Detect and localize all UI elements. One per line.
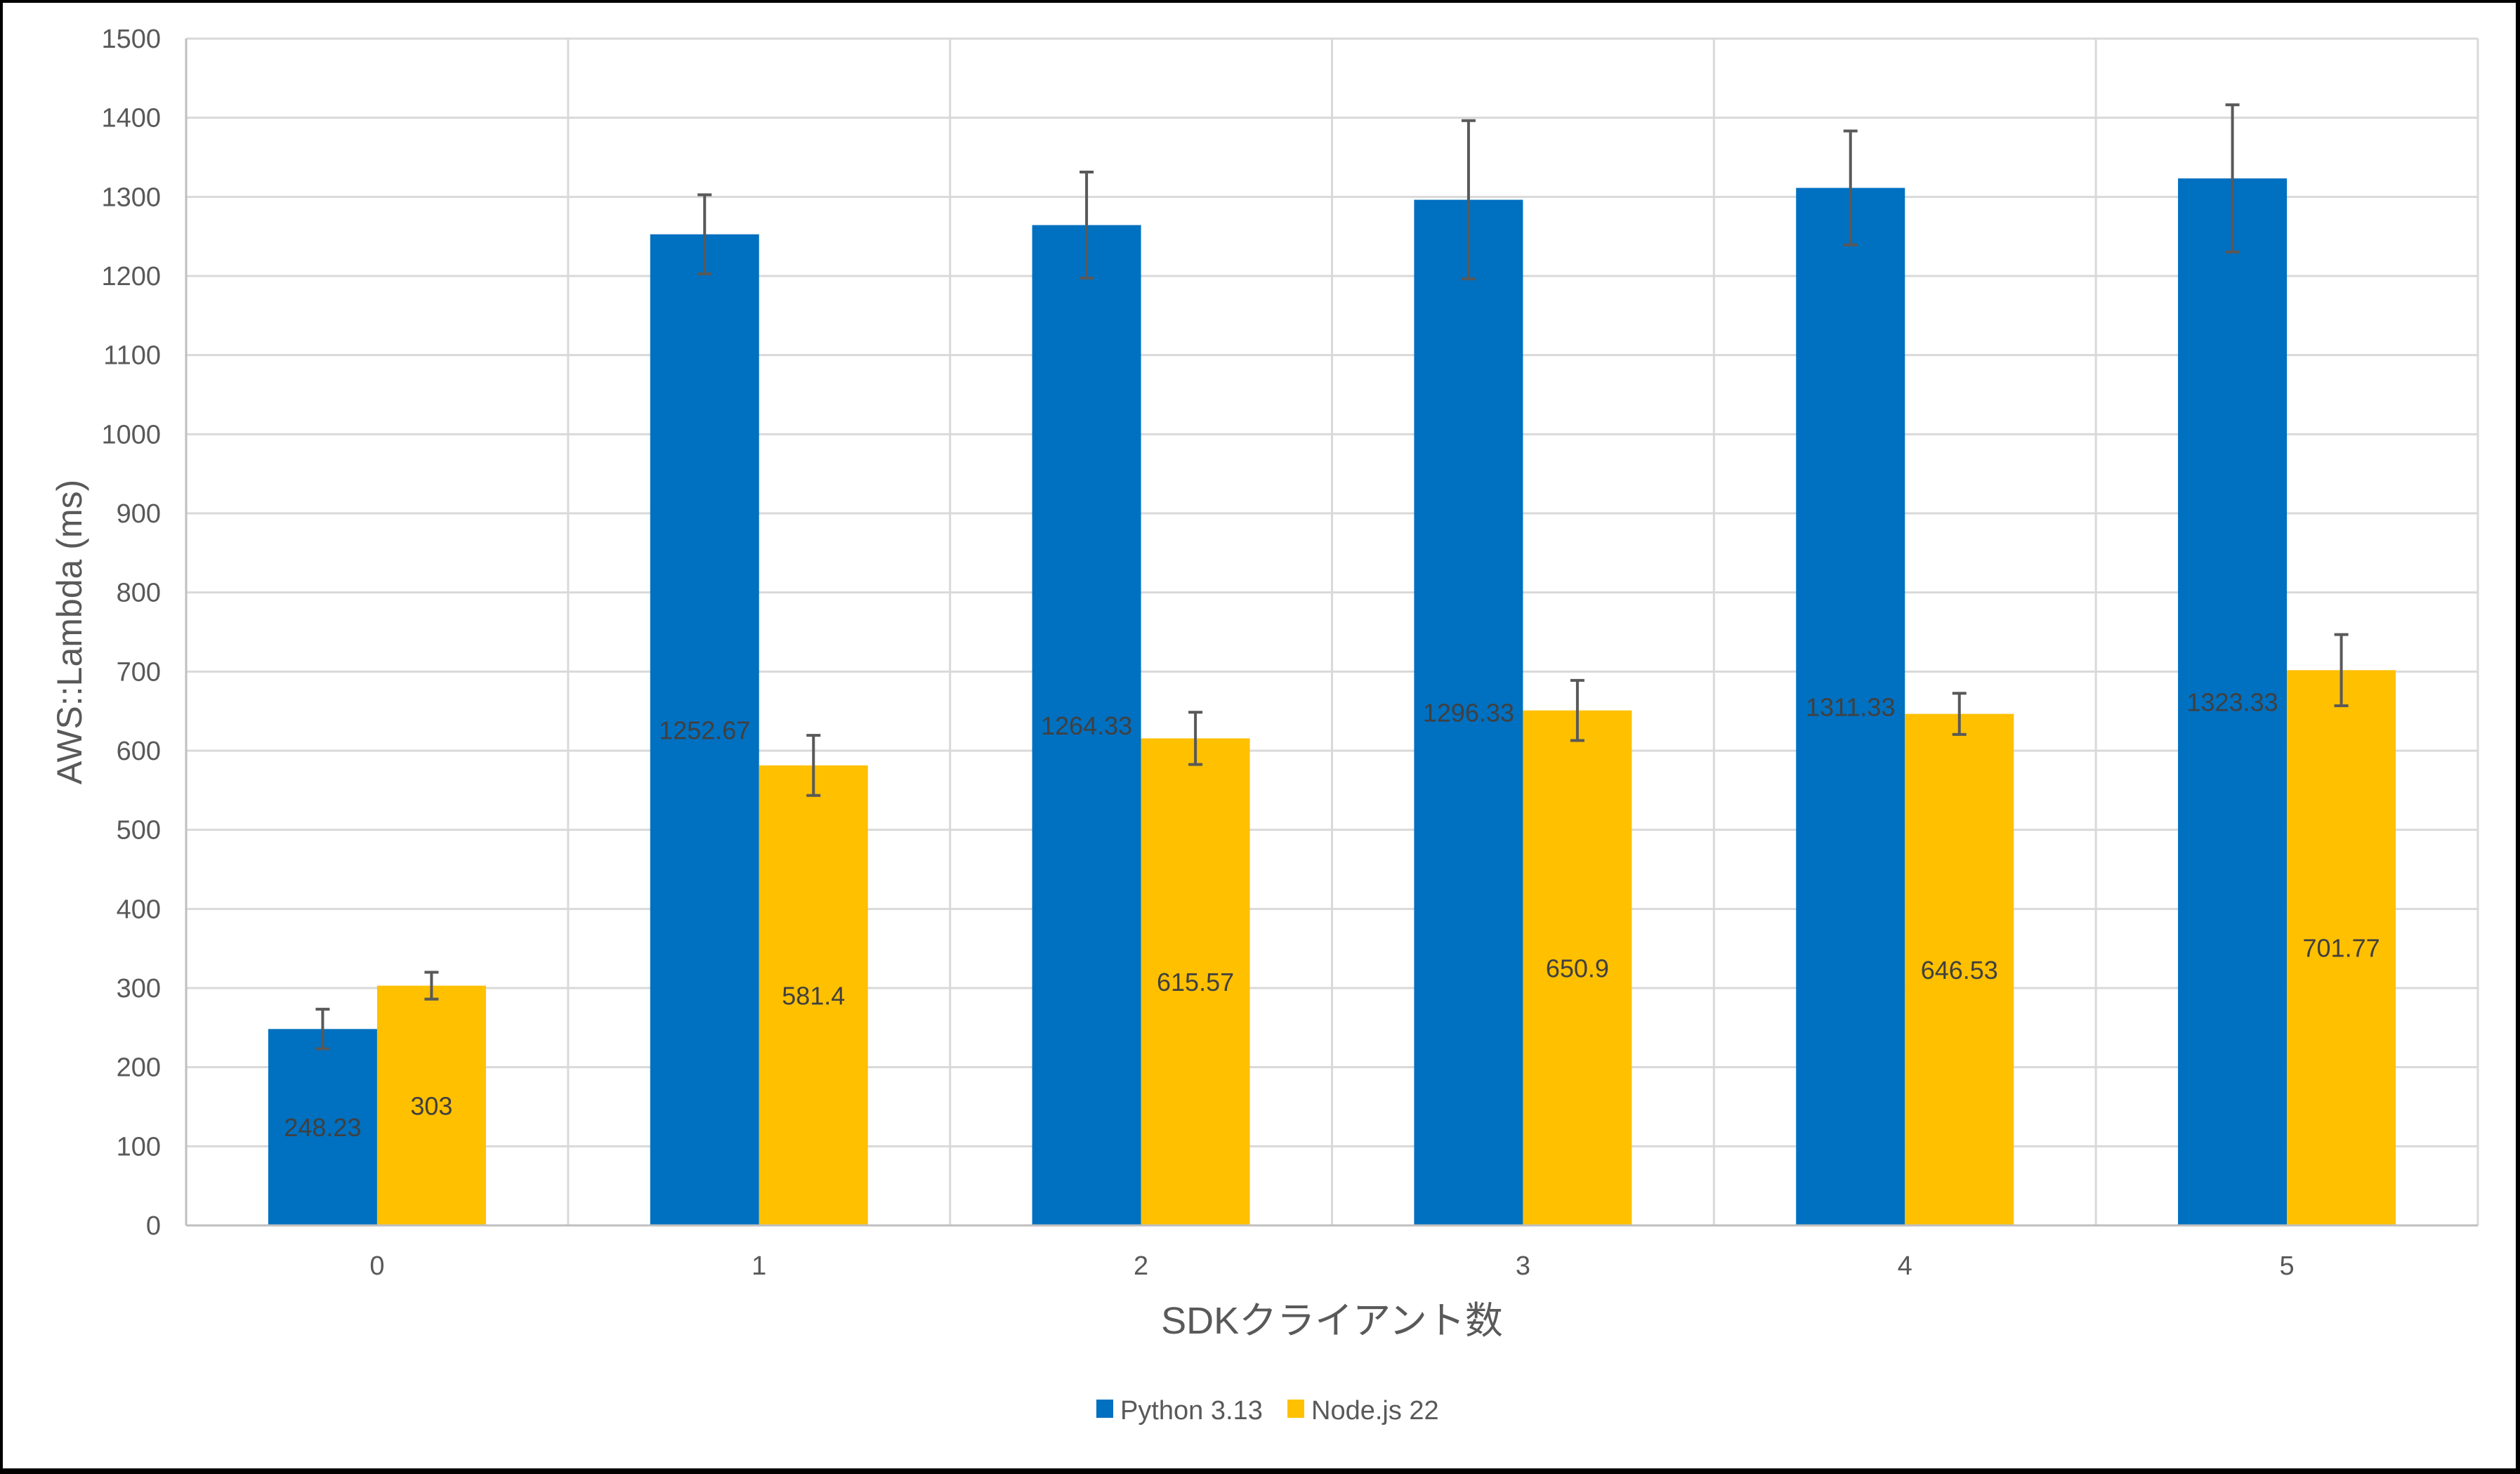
y-tick-label: 800	[117, 579, 161, 608]
data-label: 646.53	[1921, 956, 1998, 985]
x-axis-title: SDKクライアント数	[1161, 1300, 1503, 1342]
y-tick-label: 1500	[101, 25, 161, 54]
legend-swatch-nodejs	[1287, 1400, 1304, 1418]
y-tick-label: 400	[117, 895, 161, 924]
x-tick-label: 1	[752, 1251, 766, 1281]
data-label: 1311.33	[1806, 692, 1895, 721]
bar-nodejs	[2287, 670, 2396, 1225]
bar-python	[1032, 225, 1141, 1226]
y-axis-title: AWS::Lambda (ms)	[50, 480, 89, 784]
data-label: 581.4	[782, 981, 845, 1010]
bar-nodejs	[376, 985, 486, 1225]
y-tick-label: 0	[146, 1211, 161, 1241]
bar-python	[1796, 187, 1905, 1225]
bar-nodejs	[1905, 713, 2014, 1225]
y-tick-label: 1300	[101, 183, 161, 212]
bar-chart: 0 100 200 300 400 500 600 700 800 900 1000 1100 1200…	[50, 25, 2479, 1426]
bar-python	[268, 1029, 377, 1225]
y-tick-label: 1100	[103, 341, 161, 371]
x-tick-label: 0	[369, 1251, 384, 1281]
y-tick-label: 600	[117, 737, 161, 766]
y-tick-label: 1400	[101, 104, 161, 133]
y-tick-label: 300	[117, 974, 161, 1003]
data-label: 1323.33	[2187, 688, 2278, 717]
data-label: 303	[410, 1091, 452, 1120]
bar-nodejs	[1523, 710, 1632, 1225]
bar-python	[2178, 178, 2288, 1225]
x-tick-label: 3	[1516, 1251, 1530, 1281]
data-label: 1296.33	[1423, 699, 1514, 728]
y-tick-label: 1200	[101, 262, 161, 291]
y-tick-label: 200	[117, 1053, 161, 1083]
legend-label: Node.js 22	[1311, 1396, 1439, 1426]
bar-python	[1414, 199, 1523, 1225]
x-tick-label: 5	[2280, 1251, 2295, 1281]
data-label: 650.9	[1546, 954, 1609, 982]
data-label: 701.77	[2303, 934, 2380, 963]
data-label: 1252.67	[659, 716, 750, 744]
y-tick-label: 1000	[101, 420, 161, 449]
y-tick-label: 100	[117, 1132, 161, 1162]
bar-nodejs	[1141, 738, 1250, 1225]
data-label: 615.57	[1157, 968, 1234, 996]
data-label: 1264.33	[1041, 711, 1132, 740]
y-tick-label: 500	[117, 816, 161, 845]
bar-nodejs	[759, 765, 868, 1225]
bar-python	[650, 234, 759, 1226]
x-tick-label: 2	[1134, 1251, 1148, 1281]
data-label: 248.23	[284, 1113, 361, 1142]
legend-swatch-python	[1096, 1400, 1113, 1418]
legend-label: Python 3.13	[1120, 1396, 1263, 1426]
x-tick-label: 4	[1898, 1251, 1912, 1281]
y-tick-label: 700	[117, 657, 161, 687]
y-tick-label: 900	[117, 499, 161, 529]
chart-frame: 0 100 200 300 400 500 600 700 800 900 1000 1100 1200…	[3, 3, 2516, 1468]
